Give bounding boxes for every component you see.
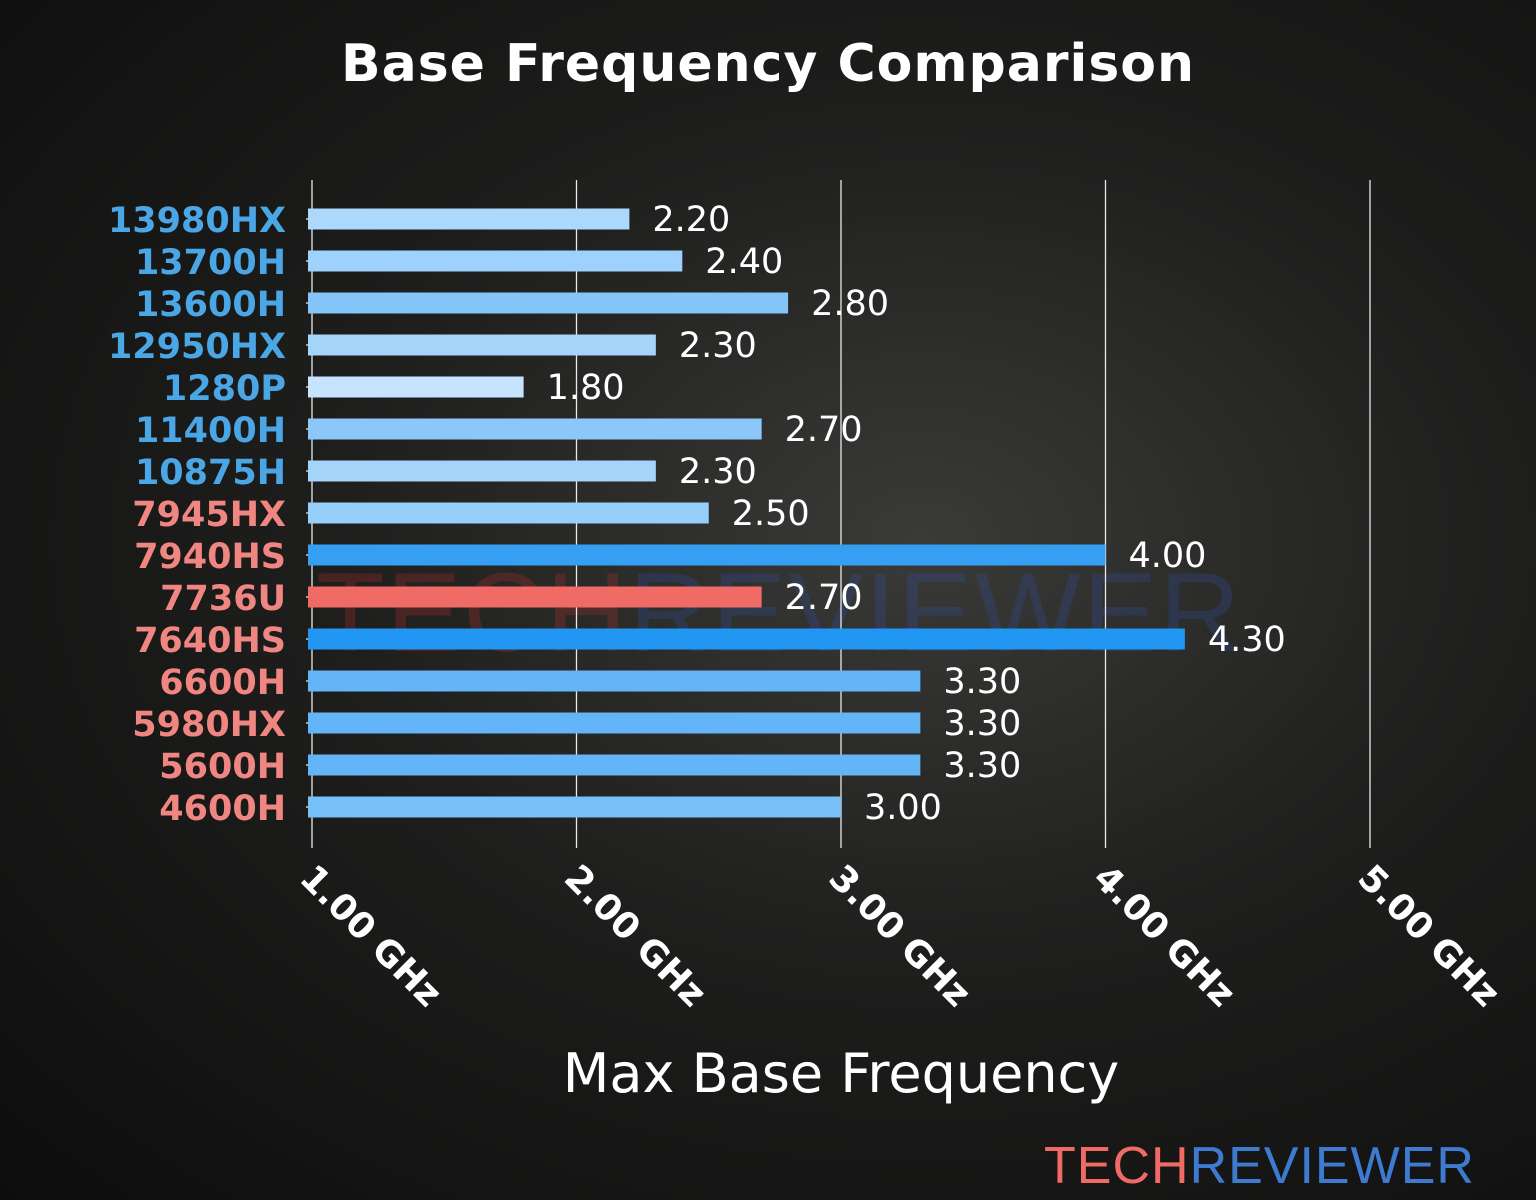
bar: [308, 208, 630, 230]
y-tick-label: 12950HX: [108, 327, 286, 367]
y-tick-label: 7640HS: [134, 621, 286, 661]
data-label: 2.40: [705, 242, 783, 282]
data-label: 3.30: [943, 662, 1021, 702]
x-tick-label: 2.00 GHz: [556, 857, 714, 1015]
watermark: TECHREVIEWER: [316, 548, 1242, 677]
watermark-tech: TECH: [316, 550, 629, 675]
data-label: 3.00: [864, 788, 942, 828]
data-label: 2.30: [679, 326, 757, 366]
data-label: 3.30: [943, 704, 1021, 744]
logo-tech: TECH: [1044, 1137, 1190, 1195]
bar: [308, 502, 709, 524]
bar: [308, 628, 1185, 650]
y-tick-label: 13700H: [135, 243, 286, 283]
techreviewer-logo: TECHREVIEWER: [1044, 1136, 1475, 1196]
y-tick-label: 1280P: [163, 369, 286, 409]
y-tick-label: 10875H: [135, 453, 286, 493]
watermark-reviewer: REVIEWER: [628, 550, 1243, 675]
y-tick-label: 11400H: [135, 411, 286, 451]
data-label: 1.80: [547, 368, 625, 408]
y-tick-label: 13980HX: [108, 201, 286, 241]
x-tick-label: 1.00 GHz: [292, 857, 450, 1015]
x-tick-label: 4.00 GHz: [1085, 857, 1243, 1015]
bar: [308, 712, 921, 734]
y-tick-label: 4600H: [159, 789, 286, 829]
y-tick-label: 7736U: [160, 579, 286, 619]
data-label: 2.30: [679, 452, 757, 492]
data-label: 3.30: [943, 746, 1021, 786]
data-label: 4.30: [1208, 620, 1286, 660]
data-label: 2.20: [652, 200, 730, 240]
bar: [308, 250, 683, 272]
y-tick-label: 13600H: [135, 285, 286, 325]
y-tick-label: 5600H: [159, 747, 286, 787]
x-tick-label: 3.00 GHz: [821, 857, 979, 1015]
x-axis-label: Max Base Frequency: [562, 1042, 1120, 1105]
y-tick-label: 7940HS: [134, 537, 286, 577]
bar: [308, 586, 762, 608]
data-label: 2.70: [785, 578, 863, 618]
bar: [308, 670, 921, 692]
y-tick-label: 5980HX: [132, 705, 286, 745]
x-tick-label: 5.00 GHz: [1350, 857, 1508, 1015]
data-label: 2.50: [732, 494, 810, 534]
bar: [308, 292, 789, 314]
y-tick-label: 6600H: [159, 663, 286, 703]
logo-reviewer: REVIEWER: [1189, 1137, 1475, 1195]
bar: [308, 796, 841, 818]
bar: [308, 334, 656, 356]
bar: [308, 376, 524, 398]
bar: [308, 754, 921, 776]
bar: [308, 460, 656, 482]
data-label: 4.00: [1129, 536, 1207, 576]
data-label: 2.80: [811, 284, 889, 324]
data-label: 2.70: [785, 410, 863, 450]
y-tick-label: 7945HX: [132, 495, 286, 535]
bar: [308, 418, 762, 440]
bar: [308, 544, 1106, 566]
chart-title: Base Frequency Comparison: [340, 34, 1196, 94]
